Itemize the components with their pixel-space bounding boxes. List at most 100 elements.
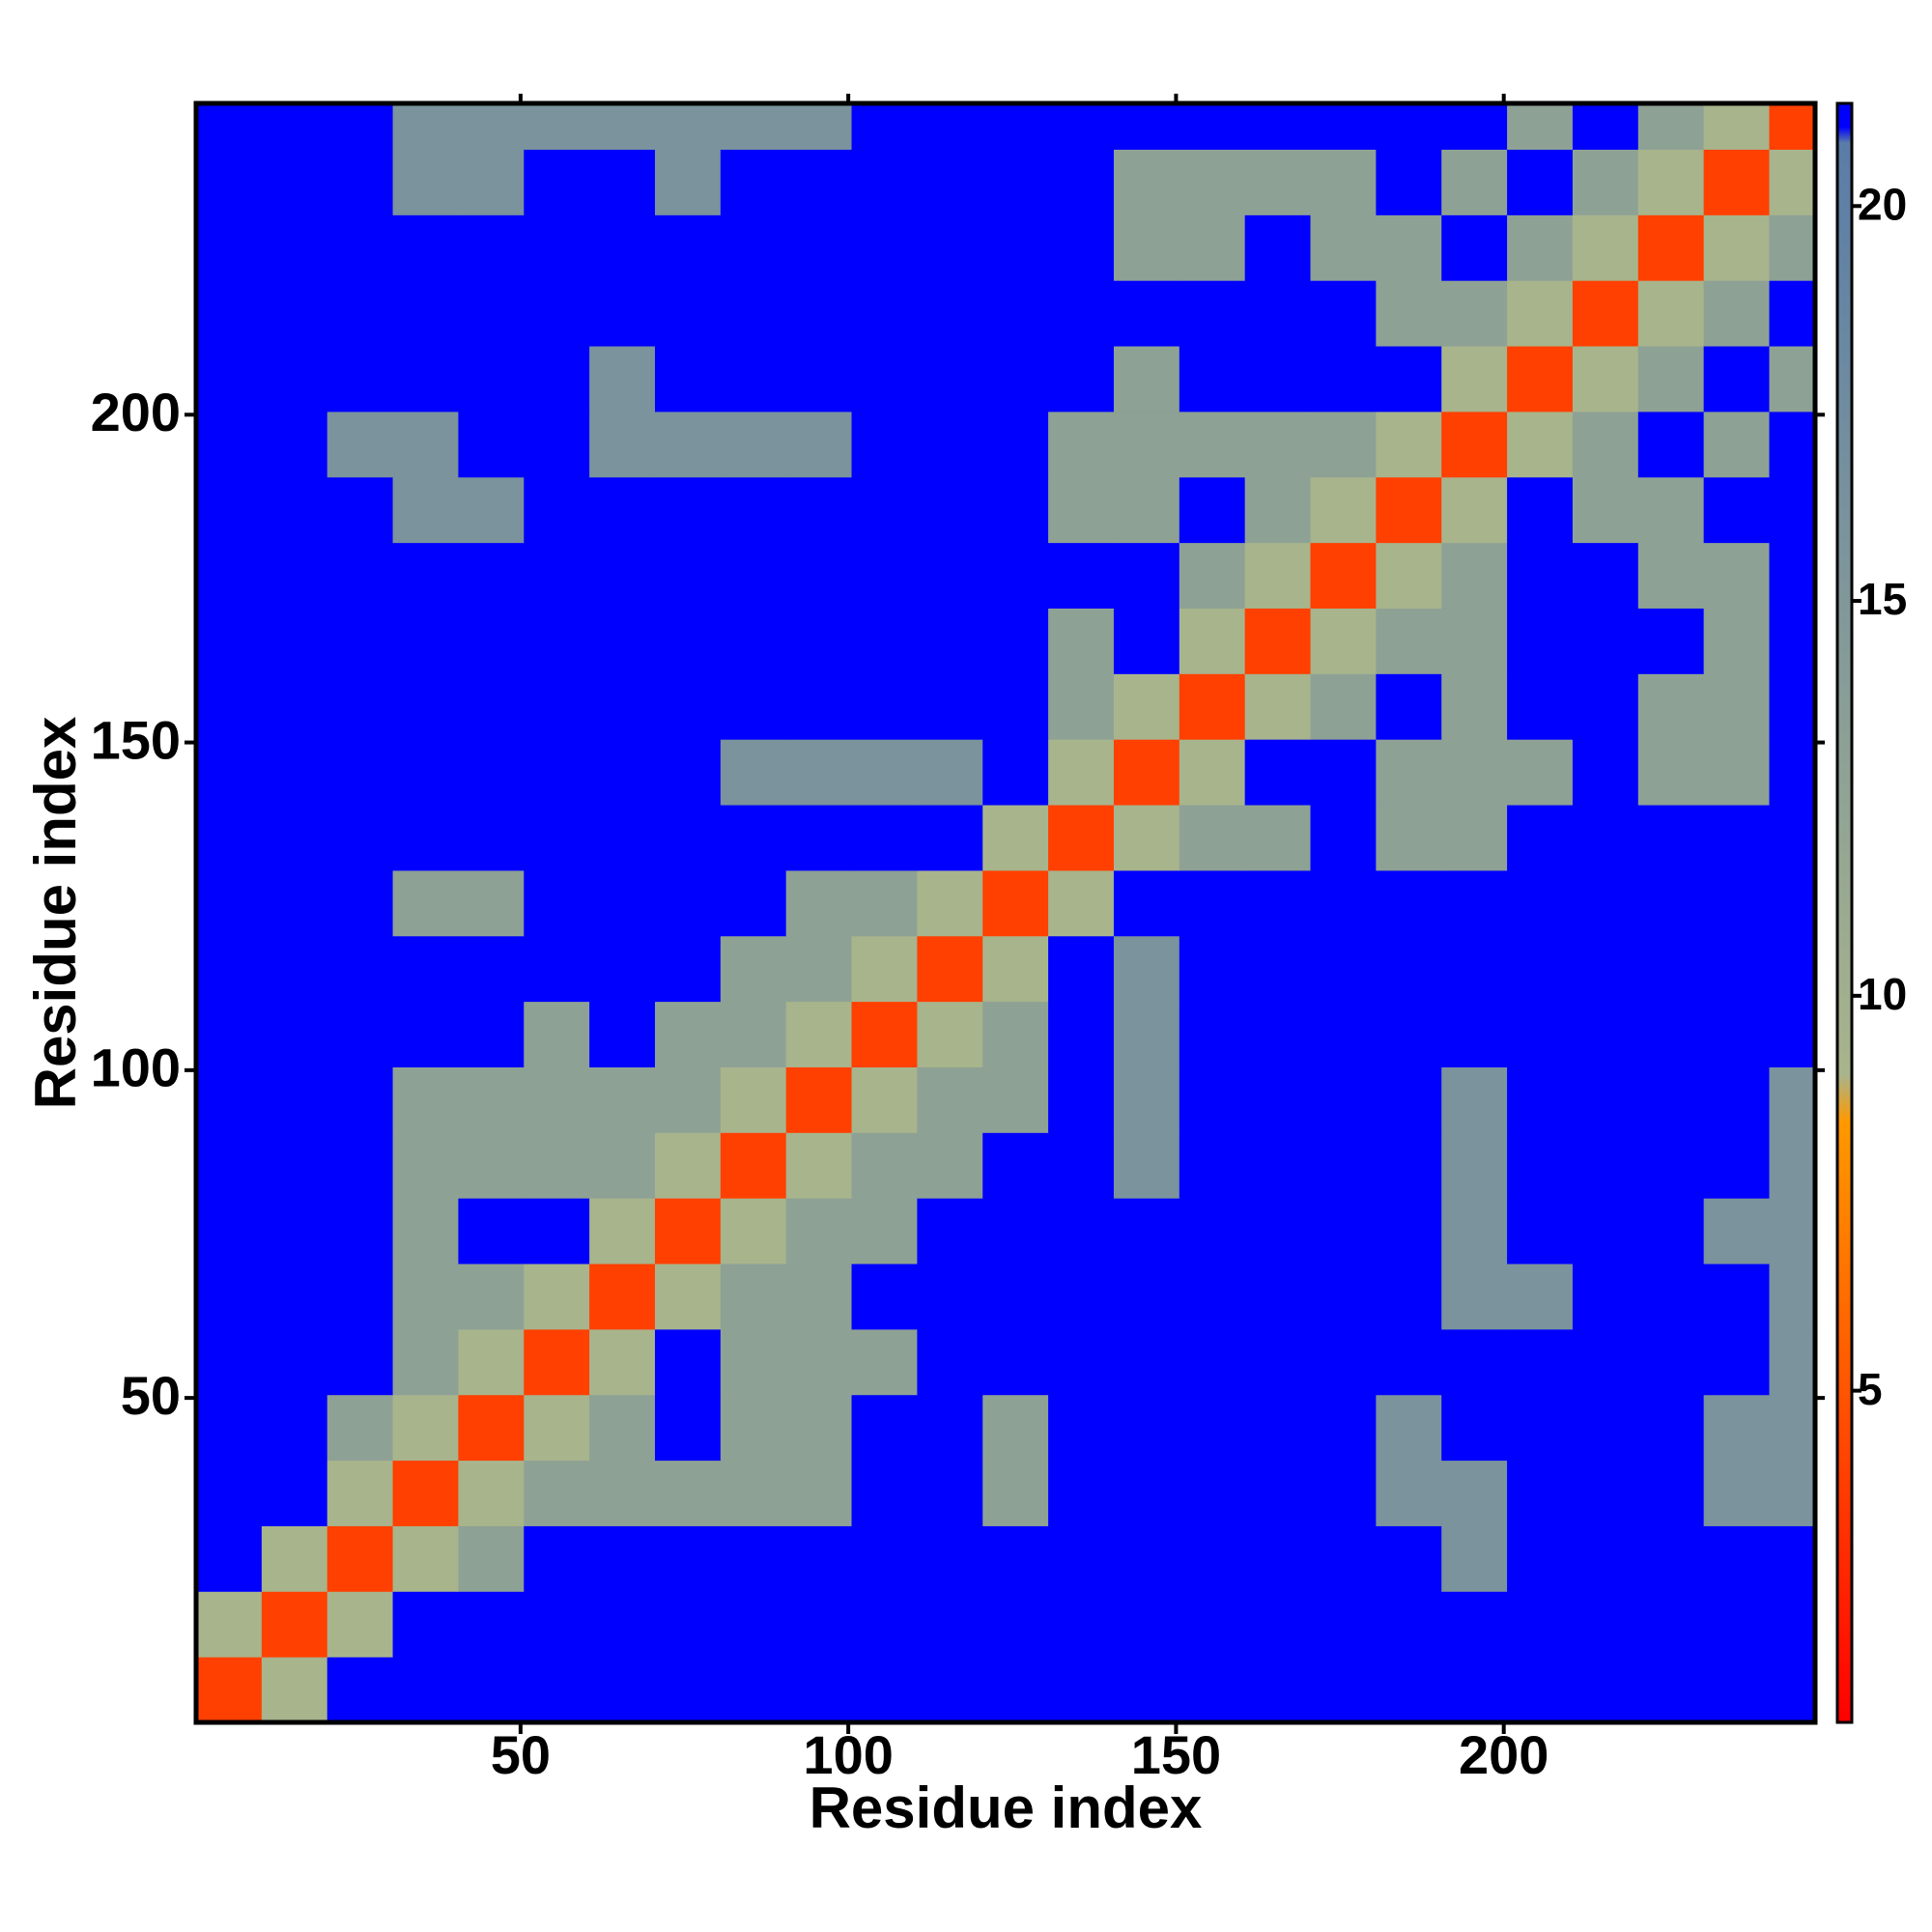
heatmap-cell bbox=[524, 805, 590, 871]
heatmap-cell bbox=[327, 346, 394, 412]
heatmap-cell bbox=[1703, 542, 1771, 609]
heatmap-cell bbox=[1048, 1132, 1115, 1199]
heatmap-cell bbox=[654, 1328, 722, 1396]
heatmap-cell bbox=[1703, 476, 1771, 544]
heatmap-cell bbox=[589, 476, 656, 544]
heatmap-cell bbox=[1244, 214, 1312, 281]
heatmap-cell bbox=[1376, 1328, 1442, 1396]
heatmap-cell bbox=[1441, 739, 1508, 806]
heatmap-cell bbox=[1310, 673, 1377, 740]
heatmap-cell bbox=[1179, 1198, 1246, 1264]
heatmap-cell bbox=[1179, 739, 1246, 806]
heatmap-cell bbox=[1637, 214, 1705, 281]
heatmap-cell bbox=[1244, 1657, 1312, 1723]
heatmap-cell bbox=[851, 1460, 918, 1526]
heatmap-cell bbox=[1310, 346, 1377, 412]
heatmap-cell bbox=[1703, 805, 1771, 871]
heatmap-cell bbox=[1637, 542, 1705, 609]
heatmap-cell bbox=[458, 1132, 525, 1199]
heatmap-cell bbox=[654, 1591, 722, 1658]
heatmap-cell bbox=[196, 214, 263, 281]
heatmap-cell bbox=[261, 411, 328, 478]
y-tick-label: 200 bbox=[91, 382, 181, 442]
heatmap-cell bbox=[196, 1525, 263, 1592]
heatmap-cell bbox=[785, 1198, 853, 1264]
heatmap-cell bbox=[1441, 411, 1508, 478]
heatmap-cell bbox=[982, 346, 1049, 412]
heatmap-cell bbox=[1310, 935, 1377, 1003]
heatmap-cell bbox=[1769, 1264, 1816, 1330]
heatmap-cell bbox=[261, 935, 328, 1003]
heatmap-cell bbox=[1244, 1066, 1312, 1133]
heatmap-cell bbox=[851, 739, 918, 806]
heatmap-cell bbox=[1310, 1132, 1377, 1199]
heatmap-cell bbox=[458, 476, 525, 544]
heatmap-cell bbox=[785, 1591, 853, 1658]
heatmap-cell bbox=[1572, 149, 1639, 215]
heatmap-cell bbox=[982, 1394, 1049, 1462]
heatmap-cell bbox=[851, 103, 918, 150]
heatmap-cell bbox=[1113, 346, 1180, 412]
heatmap-cell bbox=[1441, 1328, 1508, 1396]
heatmap-cell bbox=[1244, 346, 1312, 412]
heatmap-cell bbox=[851, 1394, 918, 1462]
heatmap-cell bbox=[1507, 673, 1574, 740]
heatmap-cell bbox=[327, 1264, 394, 1330]
heatmap-cell bbox=[524, 1264, 590, 1330]
heatmap-cell bbox=[982, 103, 1049, 150]
heatmap-cell bbox=[327, 805, 394, 871]
heatmap-cell bbox=[654, 1001, 722, 1067]
heatmap-cell bbox=[1441, 1066, 1508, 1133]
heatmap-cell bbox=[1769, 476, 1816, 544]
heatmap-cell bbox=[917, 673, 983, 740]
heatmap-cell bbox=[392, 1591, 459, 1658]
heatmap-cell bbox=[196, 1198, 263, 1264]
heatmap-cell bbox=[1376, 608, 1442, 674]
heatmap-cell bbox=[589, 673, 656, 740]
heatmap-cell bbox=[1769, 1591, 1816, 1658]
heatmap-cell bbox=[720, 935, 787, 1003]
heatmap-cell bbox=[720, 1132, 787, 1199]
heatmap-cell bbox=[327, 935, 394, 1003]
heatmap-cell bbox=[458, 1525, 525, 1592]
heatmap-cell bbox=[458, 280, 525, 347]
heatmap-cell bbox=[785, 935, 853, 1003]
heatmap-cell bbox=[851, 1328, 918, 1396]
heatmap-cell bbox=[261, 608, 328, 674]
heatmap-cell bbox=[720, 739, 787, 806]
heatmap-cell bbox=[1310, 608, 1377, 674]
heatmap-cell bbox=[1703, 869, 1771, 937]
heatmap-cell bbox=[1507, 280, 1574, 347]
heatmap-cell bbox=[1376, 346, 1442, 412]
heatmap-cell bbox=[392, 1328, 459, 1396]
heatmap-cell bbox=[327, 149, 394, 215]
heatmap-cell bbox=[654, 214, 722, 281]
heatmap-cell bbox=[1507, 1657, 1574, 1723]
heatmap-cell bbox=[392, 935, 459, 1003]
heatmap-cell bbox=[327, 103, 394, 150]
heatmap-cell bbox=[785, 1328, 853, 1396]
heatmap-cell bbox=[327, 1132, 394, 1199]
heatmap-cell bbox=[1376, 1066, 1442, 1133]
heatmap-cell bbox=[1376, 542, 1442, 609]
heatmap-cell bbox=[1310, 1657, 1377, 1723]
heatmap-cell bbox=[327, 542, 394, 609]
heatmap-cell bbox=[720, 869, 787, 937]
heatmap-cell bbox=[720, 805, 787, 871]
heatmap-cell bbox=[851, 935, 918, 1003]
heatmap-cell bbox=[261, 1066, 328, 1133]
heatmap-cell bbox=[261, 1001, 328, 1067]
heatmap-cell bbox=[458, 214, 525, 281]
heatmap-cell bbox=[524, 1525, 590, 1592]
heatmap-cell bbox=[1310, 103, 1377, 150]
heatmap-cell bbox=[524, 1198, 590, 1264]
heatmap-cell bbox=[1441, 805, 1508, 871]
heatmap-cell bbox=[1572, 346, 1639, 412]
heatmap-cell bbox=[1048, 411, 1115, 478]
heatmap-cell bbox=[1113, 1066, 1180, 1133]
heatmap-cell bbox=[1441, 1657, 1508, 1723]
heatmap-cell bbox=[785, 411, 853, 478]
heatmap-cell bbox=[524, 411, 590, 478]
heatmap-cell bbox=[720, 542, 787, 609]
y-tick-label: 50 bbox=[121, 1365, 181, 1426]
